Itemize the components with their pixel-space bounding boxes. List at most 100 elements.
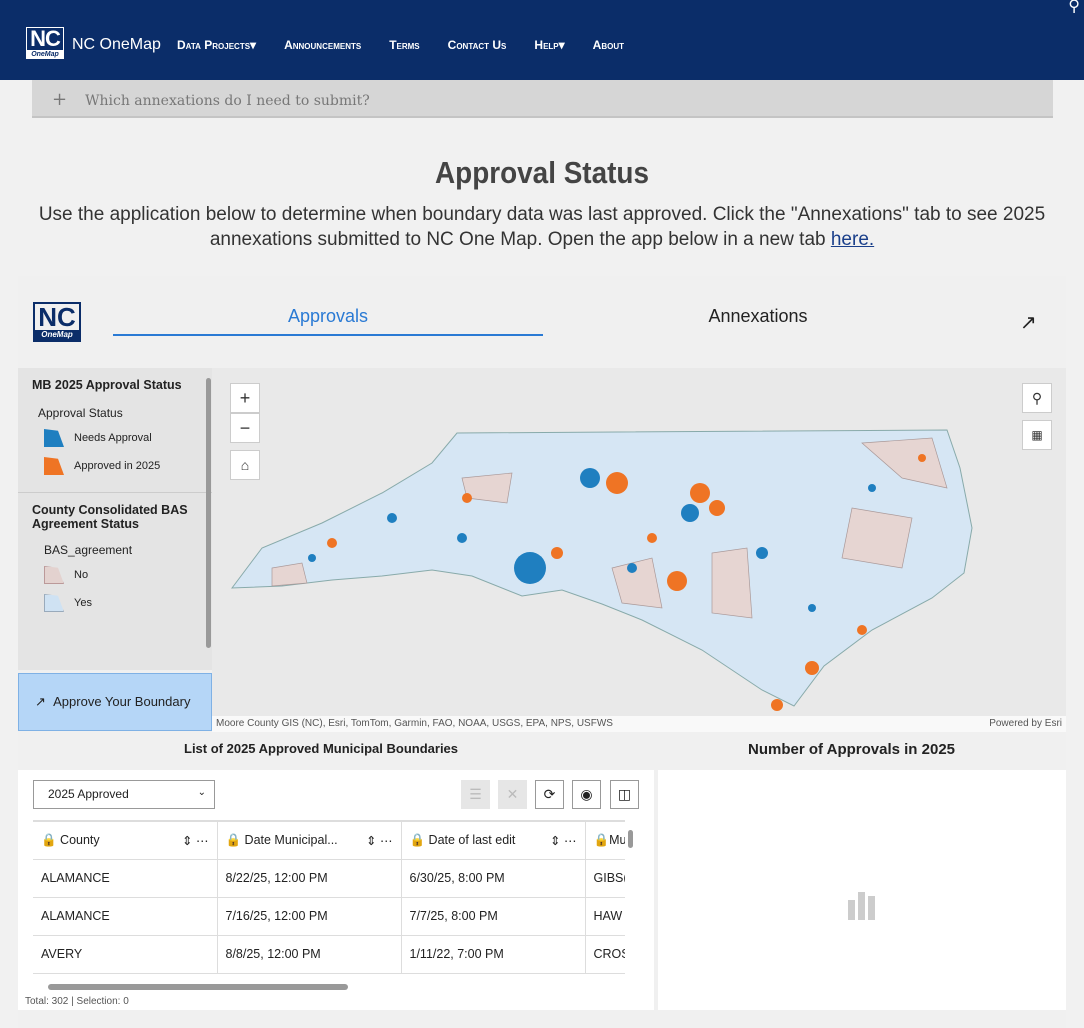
legend-scrollbar[interactable] <box>206 378 211 648</box>
view-select[interactable]: 2025 Approved ⌄ <box>33 780 215 809</box>
table-header-row: 🔒 County ⇕ ⋯ 🔒 Date Municipal... ⇕ ⋯ 🔒 Dat… <box>33 820 625 860</box>
subtitle-text: Use the application below to determine w… <box>38 204 1046 250</box>
nc-map <box>230 429 973 711</box>
nc-onemap-logo[interactable]: NC OneMap <box>26 27 64 59</box>
legend-field: BAS_agreement <box>44 543 133 557</box>
approved-boundaries-table: 2025 Approved ⌄ ☰ ✕ ⟳ ◉ ◫ 🔒 County ⇕ ⋯ 🔒 D… <box>18 770 654 1010</box>
nav-announcements[interactable]: Announcements <box>284 38 362 52</box>
column-header-date-last-edit[interactable]: 🔒 Date of last edit ⇕ ⋯ <box>401 820 586 860</box>
brand-name[interactable]: NC OneMap <box>72 36 161 53</box>
app-logo-text: NC <box>38 302 76 332</box>
open-app-link[interactable]: here. <box>830 229 875 250</box>
approve-boundary-button[interactable]: ↗ Approve Your Boundary <box>18 673 212 731</box>
view-select-value: 2025 Approved <box>48 787 129 801</box>
legend-label: Yes <box>74 597 92 609</box>
chevron-down-icon: ⌄ <box>197 787 206 798</box>
map-view[interactable]: + − ⌂ ⚲ ▦ Moore County GIS (NC), Esri, T… <box>212 368 1066 732</box>
column-label: County <box>60 832 100 847</box>
search-icon[interactable]: ⚲ <box>1022 383 1052 413</box>
clear-selection-button[interactable]: ✕ <box>498 780 527 809</box>
table-footer: Total: 302 | Selection: 0 <box>25 996 129 1007</box>
cell: 1/11/22, 7:00 PM <box>401 935 586 974</box>
cell: 7/7/25, 8:00 PM <box>401 897 586 936</box>
main-nav: Data Projects▾ Announcements Terms Conta… <box>177 38 624 52</box>
powered-by-esri[interactable]: Powered by Esri <box>989 718 1062 729</box>
home-icon[interactable]: ⌂ <box>230 450 260 480</box>
legend-item: Approved in 2025 <box>18 452 212 480</box>
column-label: Date Municipal... <box>244 832 338 847</box>
logo-text: NC <box>30 26 61 51</box>
plus-icon: + <box>52 89 68 110</box>
column-header-county[interactable]: 🔒 County ⇕ ⋯ <box>33 820 218 860</box>
needs-approval-areas <box>308 468 876 612</box>
zoom-out-button[interactable]: − <box>230 413 260 443</box>
map-attribution: Moore County GIS (NC), Esri, TomTom, Gar… <box>212 716 1066 732</box>
bas-no-counties <box>271 437 948 619</box>
qr-code-icon[interactable]: ▦ <box>1022 420 1052 450</box>
swatch-icon <box>44 429 64 447</box>
chart-loading-icon <box>848 892 875 920</box>
legend-item: No <box>18 561 212 589</box>
swatch-icon <box>44 594 64 612</box>
app-logo: NC OneMap <box>33 302 81 342</box>
swatch-icon <box>44 566 64 584</box>
cell: 8/22/25, 12:00 PM <box>217 859 402 898</box>
column-header-municipality[interactable]: 🔒Mu <box>585 820 625 860</box>
approved-areas <box>327 454 926 711</box>
page-subtitle: Use the application below to determine w… <box>20 202 1064 252</box>
page-title: Approval Status <box>435 155 649 190</box>
approvals-chart <box>658 770 1066 1010</box>
launch-icon: ↗ <box>35 694 54 709</box>
show-selection-button[interactable]: ☰ <box>461 780 490 809</box>
cell: HAW <box>585 897 625 936</box>
cell: AVERY <box>33 935 218 974</box>
cell: ALAMANCE <box>33 859 218 898</box>
cell: 8/8/25, 12:00 PM <box>217 935 402 974</box>
attribution-text: Moore County GIS (NC), Esri, TomTom, Gar… <box>216 718 613 729</box>
column-label: Date of last edit <box>428 832 516 847</box>
table-row[interactable]: ALAMANCE 7/16/25, 12:00 PM 7/7/25, 8:00 PM… <box>33 897 625 936</box>
legend-field: Approval Status <box>38 406 123 420</box>
table-horizontal-scrollbar[interactable] <box>48 984 348 990</box>
accordion-label: Which annexations do I need to submit? <box>85 93 370 109</box>
show-hide-columns-icon[interactable]: ◉ <box>572 780 601 809</box>
nav-about[interactable]: About <box>592 38 624 52</box>
tab-annexations[interactable]: Annexations <box>708 306 808 326</box>
logo-subtext: OneMap <box>27 50 63 59</box>
more-options-grid-icon[interactable]: ◫ <box>610 780 639 809</box>
column-label: Mu <box>609 832 625 847</box>
approve-label: Approve Your Boundary <box>53 694 191 709</box>
table-title: List of 2025 Approved Municipal Boundari… <box>184 741 459 756</box>
table-row[interactable]: ALAMANCE 8/22/25, 12:00 PM 6/30/25, 8:00 P… <box>33 859 625 898</box>
nc-state-shape <box>230 429 973 707</box>
legend-layer-title: MB 2025 Approval Status <box>32 378 182 392</box>
site-header: NC OneMap NC OneMap Data Projects▾ Announ… <box>0 0 1084 80</box>
column-header-date-municipal[interactable]: 🔒 Date Municipal... ⇕ ⋯ <box>217 820 402 860</box>
cell: GIBS( <box>585 859 625 898</box>
data-table: 🔒 County ⇕ ⋯ 🔒 Date Municipal... ⇕ ⋯ 🔒 Dat… <box>33 820 625 974</box>
legend-layer-title: County Consolidated BAS Agreement Status <box>18 492 212 531</box>
tab-approvals[interactable]: Approvals <box>113 306 543 336</box>
zoom-in-button[interactable]: + <box>230 383 260 413</box>
legend-item: Needs Approval <box>18 424 212 452</box>
swatch-icon <box>44 457 64 475</box>
cell: 6/30/25, 8:00 PM <box>401 859 586 898</box>
share-icon[interactable]: ↗ <box>1020 312 1037 334</box>
search-icon[interactable]: ⚲ <box>1068 0 1080 15</box>
app-logo-subtext: OneMap <box>35 330 79 340</box>
faq-accordion[interactable]: + Which annexations do I need to submit? <box>32 80 1053 118</box>
map-legend: MB 2025 Approval Status Approval Status … <box>18 368 212 670</box>
chart-title: Number of Approvals in 2025 <box>748 741 955 758</box>
cell: CROS <box>585 935 625 974</box>
legend-label: Approved in 2025 <box>74 460 161 472</box>
refresh-icon[interactable]: ⟳ <box>535 780 564 809</box>
approval-app: NC OneMap Approvals Annexations ↗ MB 2025… <box>18 276 1066 1028</box>
legend-label: Needs Approval <box>74 432 152 444</box>
nav-data-projects[interactable]: Data Projects▾ <box>177 38 257 52</box>
nav-contact-us[interactable]: Contact Us <box>447 38 507 52</box>
table-row[interactable]: AVERY 8/8/25, 12:00 PM 1/11/22, 7:00 PM CRO… <box>33 935 625 974</box>
nav-terms[interactable]: Terms <box>389 38 420 52</box>
nav-help[interactable]: Help▾ <box>534 38 565 52</box>
table-vertical-scrollbar[interactable] <box>628 830 633 848</box>
cell: ALAMANCE <box>33 897 218 936</box>
